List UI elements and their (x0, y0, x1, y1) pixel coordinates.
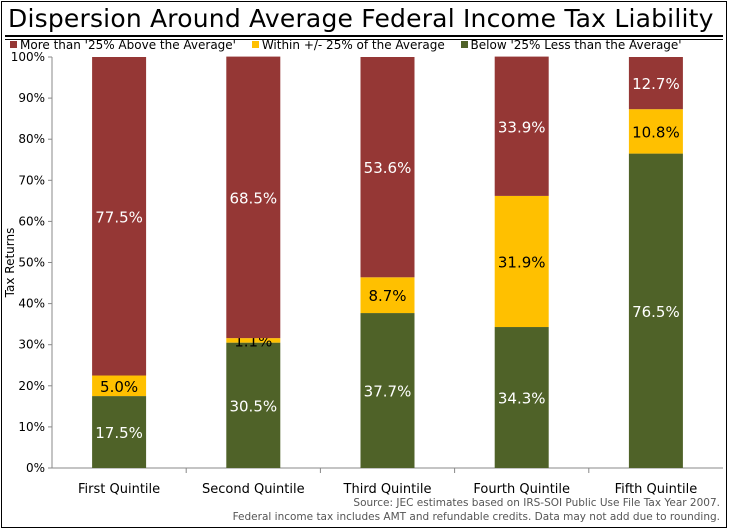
chart-legend: More than '25% Above the Average' Within… (10, 38, 694, 52)
y-tick-label: 100% (11, 50, 45, 64)
data-label: 33.9% (498, 118, 546, 136)
x-tick-label: Fifth Quintile (615, 482, 698, 497)
data-label: 10.8% (632, 123, 680, 141)
source-line-1: Source: JEC estimates based on IRS-SOI P… (353, 497, 720, 509)
y-tick-label: 80% (18, 132, 45, 146)
y-tick-label: 0% (26, 461, 45, 475)
y-tick-label: 30% (18, 338, 45, 352)
bar-segment (226, 56, 281, 339)
legend-swatch-above (10, 41, 17, 48)
data-label: 31.9% (498, 253, 546, 271)
bar-segment (92, 375, 147, 397)
legend-label-above: More than '25% Above the Average' (20, 38, 236, 52)
legend-item-below: Below '25% Less than the Average' (460, 38, 682, 52)
data-label: 34.3% (498, 390, 546, 408)
y-tick-label: 60% (18, 214, 45, 228)
bar-segment (226, 342, 281, 468)
y-tick-label: 90% (18, 91, 45, 105)
bar-segment (360, 313, 415, 468)
source-line-2: Federal income tax includes AMT and refu… (232, 511, 720, 523)
y-tick-label: 40% (18, 297, 45, 311)
data-label: 76.5% (632, 303, 680, 321)
x-tick-label: Third Quintile (343, 482, 432, 497)
source-note: Source: JEC estimates based on IRS-SOI P… (233, 496, 720, 524)
bar-segment (628, 109, 683, 154)
legend-swatch-within (251, 41, 259, 48)
bar-segment (628, 57, 683, 110)
bar-segment (494, 195, 549, 328)
x-tick-label: First Quintile (78, 482, 160, 497)
data-label: 5.0% (100, 378, 138, 396)
data-label: 37.7% (364, 383, 412, 401)
x-tick-label: Second Quintile (202, 482, 305, 497)
bar-segment (494, 56, 549, 196)
data-label: 53.6% (364, 159, 412, 177)
legend-label-below: Below '25% Less than the Average' (470, 38, 682, 52)
title-rule-top (5, 35, 723, 37)
bar-segment (92, 396, 147, 468)
title-rule-bottom (5, 39, 723, 40)
bar-segment (92, 57, 147, 376)
data-label: 12.7% (632, 75, 680, 93)
legend-item-within: Within +/- 25% of the Average (251, 38, 445, 52)
bar-segment (360, 277, 415, 314)
bar-segment (494, 327, 549, 468)
legend-swatch-below (460, 41, 468, 48)
legend-label-within: Within +/- 25% of the Average (261, 38, 445, 52)
chart-title: Dispersion Around Average Federal Income… (8, 4, 714, 33)
y-tick-label: 20% (18, 379, 45, 393)
legend-item-above: More than '25% Above the Average' (10, 38, 236, 52)
bar-segment (628, 153, 683, 468)
y-tick-label: 70% (18, 173, 45, 187)
x-tick-label: Fourth Quintile (473, 482, 570, 497)
bar-segment (360, 57, 415, 278)
y-tick-label: 10% (18, 420, 45, 434)
data-label: 8.7% (368, 287, 406, 305)
data-label: 68.5% (229, 189, 277, 207)
data-label: 17.5% (95, 424, 143, 442)
data-label: 77.5% (95, 208, 143, 226)
y-axis-title: Tax Returns (3, 228, 17, 299)
y-tick-label: 50% (18, 256, 45, 270)
bar-segment (226, 338, 281, 343)
data-label: 30.5% (229, 397, 277, 415)
